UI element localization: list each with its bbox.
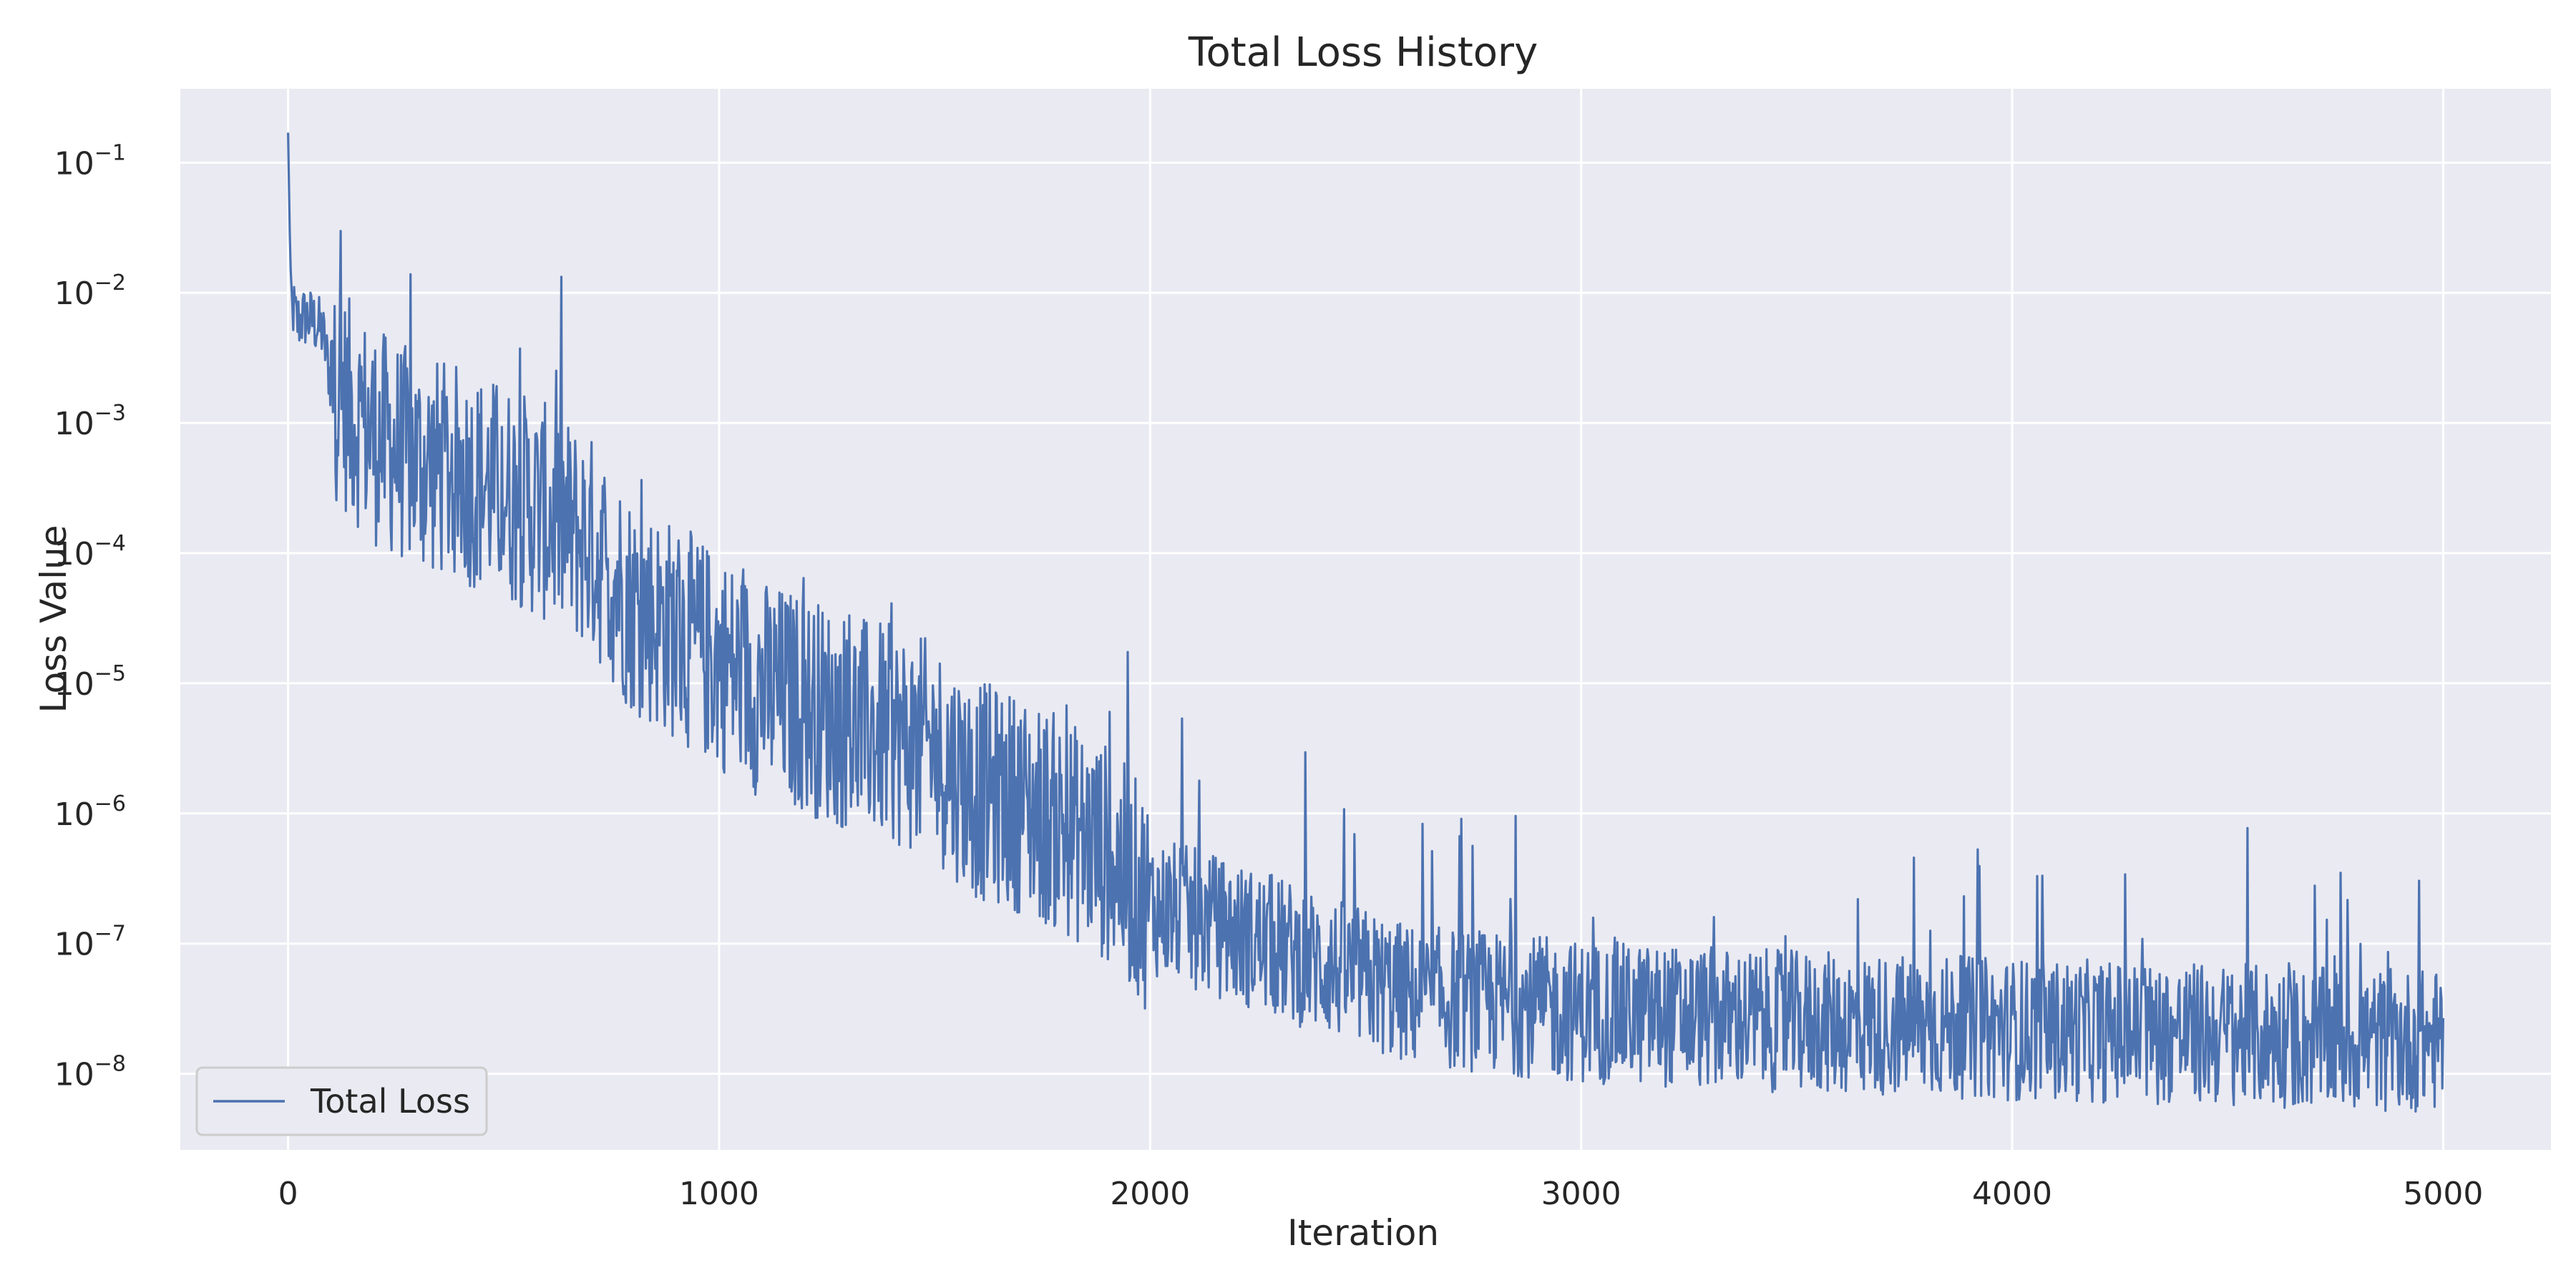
y-tick-label: 10−2: [54, 270, 126, 312]
x-tick-label: 5000: [2403, 1176, 2483, 1212]
chart-title: Total Loss History: [1188, 29, 1538, 76]
legend-label-total-loss: Total Loss: [310, 1082, 470, 1121]
x-tick-label: 3000: [1541, 1176, 1621, 1212]
x-axis-ticks: 0 1000 2000 3000 4000 5000: [278, 1176, 2484, 1212]
y-tick-label: 10−6: [54, 791, 126, 833]
x-axis-title: Iteration: [1287, 1212, 1439, 1254]
y-tick-label: 10−8: [54, 1052, 126, 1093]
y-axis-title: Loss Value: [33, 525, 74, 713]
legend-box: [195, 1066, 488, 1136]
y-tick-label: 10−1: [54, 140, 126, 182]
x-tick-label: 0: [278, 1176, 298, 1212]
x-tick-label: 1000: [679, 1176, 759, 1212]
series-total-loss: [287, 132, 2444, 1113]
y-tick-label: 10−7: [54, 922, 126, 963]
y-tick-label: 10−5: [54, 661, 126, 703]
x-tick-label: 2000: [1110, 1176, 1190, 1212]
series-line-total-loss: [287, 132, 2444, 1113]
y-tick-label: 10−4: [54, 531, 126, 572]
legend: Total Loss: [195, 1066, 488, 1136]
x-tick-label: 4000: [1972, 1176, 2052, 1212]
y-axis-ticks: 10−8 10−7 10−6 10−5 10−4 10−3 10−2 10−1: [54, 140, 126, 1093]
y-tick-label: 10−3: [54, 401, 126, 442]
